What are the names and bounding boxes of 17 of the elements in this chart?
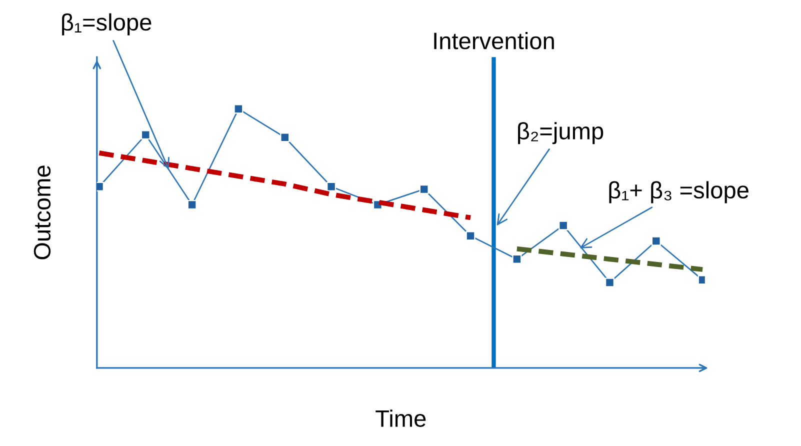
text: β₁=slope	[62, 13, 152, 36]
point	[558, 220, 568, 230]
point	[140, 130, 150, 140]
point	[326, 182, 336, 192]
point	[419, 184, 429, 194]
point	[651, 236, 661, 246]
point	[512, 254, 522, 264]
point	[466, 231, 476, 241]
point	[605, 278, 614, 288]
point	[187, 200, 197, 210]
point	[280, 132, 290, 142]
point	[234, 104, 244, 114]
y-axis-title: Outcome	[34, 166, 51, 260]
text: Intervention	[434, 32, 554, 50]
annotation: β₁+ β₃ =slope	[609, 181, 748, 204]
annotation: β₂=jump	[518, 122, 604, 144]
x-axis-title: Time	[376, 410, 426, 427]
